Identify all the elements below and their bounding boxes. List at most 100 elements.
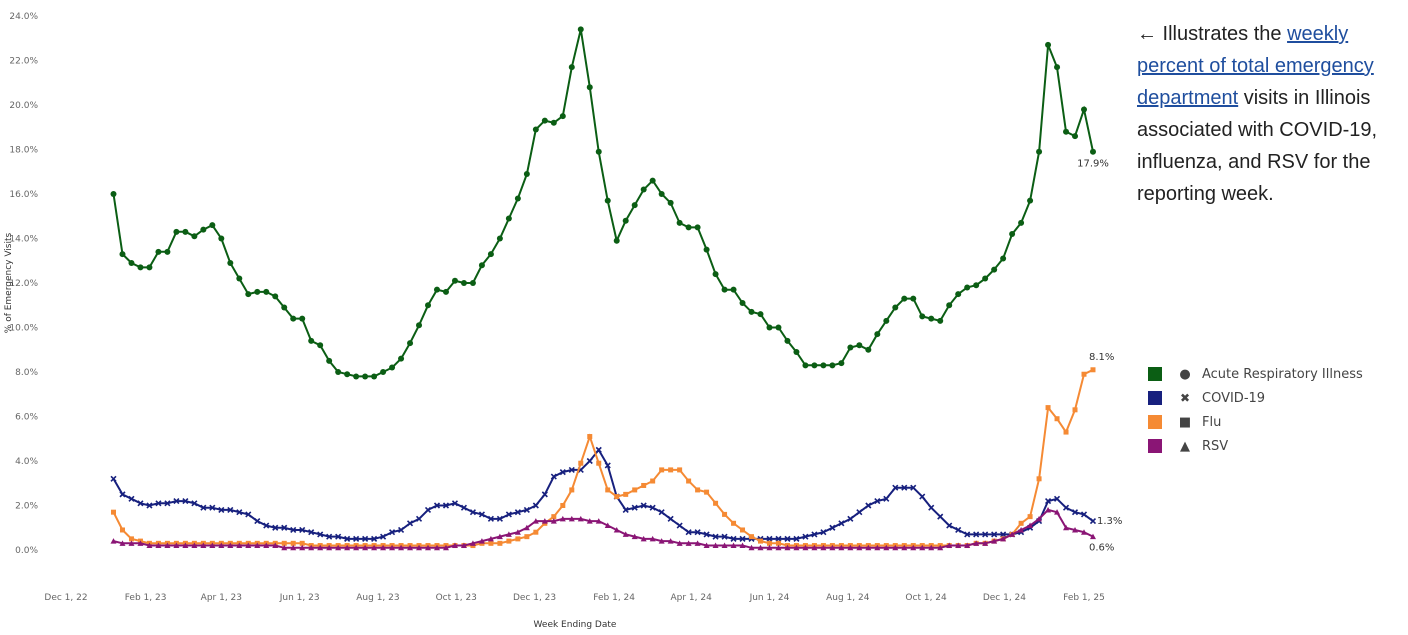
data-point bbox=[487, 535, 494, 542]
data-point bbox=[605, 487, 611, 493]
data-point bbox=[829, 524, 836, 531]
data-point bbox=[155, 500, 162, 507]
data-point bbox=[991, 531, 998, 538]
data-point bbox=[659, 467, 665, 473]
data-point bbox=[622, 506, 629, 514]
data-point bbox=[487, 251, 494, 258]
data-point bbox=[551, 514, 557, 520]
data-point bbox=[397, 526, 405, 534]
data-point bbox=[722, 511, 728, 517]
data-point bbox=[632, 487, 638, 493]
data-point bbox=[613, 237, 620, 244]
series-covid-19 bbox=[110, 446, 1097, 542]
data-point bbox=[586, 518, 593, 524]
data-point bbox=[623, 491, 629, 497]
data-point bbox=[290, 540, 296, 546]
data-point bbox=[299, 526, 306, 534]
data-point bbox=[110, 475, 117, 482]
data-point bbox=[955, 291, 962, 298]
data-point bbox=[263, 288, 270, 295]
data-point bbox=[353, 544, 360, 551]
data-point bbox=[658, 509, 665, 516]
data-point bbox=[460, 280, 467, 286]
data-point bbox=[604, 462, 611, 469]
y-tick-label: 6.0% bbox=[15, 413, 38, 423]
data-point bbox=[901, 295, 908, 302]
data-point bbox=[236, 542, 243, 549]
data-point bbox=[856, 509, 863, 516]
data-point bbox=[569, 487, 575, 493]
data-point bbox=[731, 520, 737, 526]
data-point bbox=[739, 542, 746, 549]
data-point bbox=[407, 544, 414, 551]
data-point bbox=[254, 518, 261, 525]
data-point bbox=[1018, 526, 1025, 533]
data-point bbox=[919, 313, 926, 320]
data-point bbox=[892, 304, 899, 311]
data-point bbox=[505, 511, 512, 518]
data-point bbox=[353, 373, 360, 380]
legend-item[interactable]: ● Acute Respiratory Illness bbox=[1148, 362, 1363, 386]
y-tick-label: 16.0% bbox=[9, 190, 38, 200]
data-point bbox=[766, 324, 773, 331]
data-point bbox=[703, 542, 710, 549]
data-point bbox=[505, 531, 512, 537]
data-point bbox=[766, 544, 773, 551]
left-arrow-icon: ← bbox=[1137, 23, 1157, 45]
data-point bbox=[964, 284, 971, 291]
data-point bbox=[856, 342, 863, 349]
data-point bbox=[344, 535, 351, 542]
y-tick-label: 12.0% bbox=[9, 279, 38, 289]
data-point bbox=[1089, 148, 1096, 155]
data-point bbox=[964, 531, 971, 538]
data-point bbox=[173, 542, 180, 549]
data-point bbox=[667, 199, 674, 206]
data-point bbox=[757, 544, 764, 551]
data-point bbox=[865, 346, 872, 353]
y-tick-label: 8.0% bbox=[15, 368, 38, 378]
data-point bbox=[200, 226, 207, 233]
x-tick-label: Apr 1, 23 bbox=[201, 593, 242, 603]
data-point bbox=[191, 500, 198, 507]
data-point bbox=[326, 533, 333, 540]
data-point bbox=[982, 540, 989, 546]
description-link[interactable]: weekly percent of total emergency depart… bbox=[1137, 23, 1374, 109]
data-point bbox=[164, 542, 171, 549]
data-point bbox=[1089, 518, 1097, 525]
data-point bbox=[1081, 106, 1087, 113]
legend-color-swatch bbox=[1148, 391, 1162, 405]
legend-item[interactable]: ✖ COVID-19 bbox=[1148, 386, 1363, 410]
data-point bbox=[559, 515, 566, 522]
data-point bbox=[649, 177, 656, 184]
data-point bbox=[433, 502, 441, 509]
data-point bbox=[856, 544, 863, 551]
data-point bbox=[676, 219, 683, 226]
chart-legend: ● Acute Respiratory Illness ✖ COVID-19 ■ Flu ▲… bbox=[1148, 362, 1363, 458]
data-point bbox=[110, 538, 117, 544]
data-point bbox=[991, 266, 998, 273]
legend-label: Flu bbox=[1202, 414, 1222, 430]
data-point bbox=[497, 540, 503, 546]
data-point bbox=[227, 542, 234, 549]
data-point bbox=[389, 544, 396, 551]
data-point bbox=[784, 535, 791, 542]
data-point bbox=[757, 311, 764, 318]
data-point bbox=[550, 518, 557, 524]
data-point bbox=[308, 337, 315, 344]
data-point bbox=[775, 324, 782, 331]
data-point bbox=[496, 235, 503, 242]
data-point bbox=[1063, 429, 1069, 435]
data-point bbox=[128, 259, 135, 266]
legend-label: RSV bbox=[1202, 438, 1229, 454]
data-point bbox=[740, 527, 746, 533]
legend-item[interactable]: ▲ RSV bbox=[1148, 434, 1363, 458]
data-point bbox=[595, 148, 602, 155]
data-point bbox=[730, 535, 737, 542]
data-point bbox=[955, 542, 962, 549]
data-point bbox=[460, 542, 467, 549]
y-tick-label: 14.0% bbox=[9, 235, 38, 245]
circle-marker-icon: ● bbox=[1179, 366, 1191, 382]
legend-item[interactable]: ■ Flu bbox=[1148, 410, 1363, 434]
data-point bbox=[883, 495, 890, 502]
data-point bbox=[820, 544, 827, 551]
